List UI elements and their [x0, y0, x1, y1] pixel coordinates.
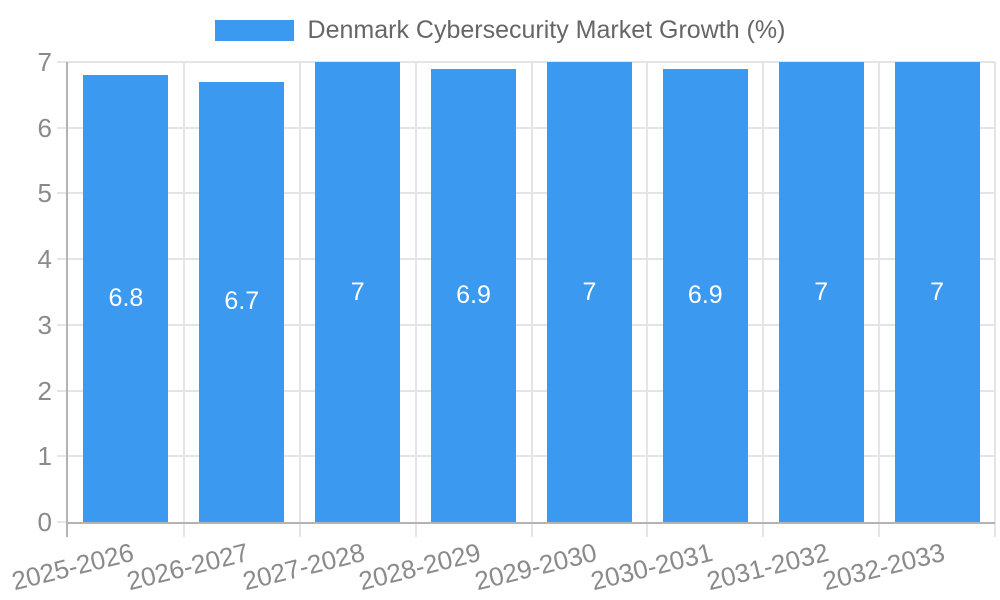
- legend[interactable]: Denmark Cybersecurity Market Growth (%): [0, 16, 1000, 44]
- bar-value-label: 7: [350, 277, 365, 306]
- x-gridline: [182, 62, 185, 522]
- x-tick-label: 2025-2026: [8, 537, 137, 597]
- bar[interactable]: 7: [315, 62, 401, 522]
- bar-value-label: 6.8: [108, 284, 144, 313]
- y-tick-label: 5: [37, 178, 52, 209]
- bar[interactable]: 7: [546, 62, 632, 522]
- x-tick-mark: [762, 522, 765, 537]
- y-tick-label: 4: [37, 244, 52, 275]
- legend-label: Denmark Cybersecurity Market Growth (%): [307, 16, 786, 44]
- x-tick-label: 2029-2030: [471, 537, 600, 597]
- bar-value-label: 7: [814, 277, 829, 306]
- x-tick-mark: [994, 522, 996, 537]
- x-tick-label: 2030-2031: [587, 537, 716, 597]
- x-gridline: [530, 62, 533, 522]
- y-tick-label: 3: [37, 309, 52, 340]
- x-gridline: [414, 62, 417, 522]
- y-tick-label: 1: [37, 441, 52, 472]
- bar-value-label: 7: [930, 277, 945, 306]
- bar[interactable]: 6.8: [83, 75, 169, 522]
- bar[interactable]: 7: [894, 62, 980, 522]
- x-axis-line: [66, 522, 995, 524]
- x-tick-mark: [182, 522, 185, 537]
- y-tick-label: 2: [37, 375, 52, 406]
- bar[interactable]: 7: [778, 62, 864, 522]
- bar[interactable]: 6.9: [662, 68, 748, 522]
- y-tick-label: 7: [37, 47, 52, 77]
- y-tick-mark: [57, 323, 68, 326]
- y-tick-mark: [57, 455, 68, 458]
- bar-value-label: 6.9: [687, 280, 723, 309]
- y-tick-mark: [57, 521, 68, 523]
- y-tick-label: 0: [37, 507, 52, 537]
- x-tick-mark: [646, 522, 649, 537]
- x-gridline: [762, 62, 765, 522]
- x-tick-label: 2031-2032: [703, 537, 832, 597]
- y-tick-mark: [57, 258, 68, 261]
- y-tick-mark: [57, 389, 68, 392]
- x-tick-mark: [414, 522, 417, 537]
- y-tick-mark: [57, 61, 68, 63]
- x-gridline: [298, 62, 301, 522]
- x-tick-label: 2032-2033: [819, 537, 948, 597]
- y-tick-mark: [57, 192, 68, 195]
- bar[interactable]: 6.7: [199, 81, 285, 522]
- x-gridline: [646, 62, 649, 522]
- x-tick-label: 2026-2027: [124, 537, 253, 597]
- x-tick-label: 2027-2028: [240, 537, 368, 597]
- bar[interactable]: 6.9: [431, 68, 517, 522]
- y-tick-label: 6: [37, 112, 52, 143]
- y-tick-mark: [57, 126, 68, 129]
- bar-value-label: 6.9: [456, 280, 491, 309]
- legend-swatch: [214, 19, 294, 41]
- x-tick-label: 2028-2029: [355, 537, 484, 597]
- x-gridline: [878, 62, 881, 522]
- bar-value-label: 7: [582, 277, 597, 306]
- x-gridline: [994, 62, 996, 522]
- y-axis-line: [66, 62, 68, 537]
- x-tick-mark: [878, 522, 881, 537]
- bar-value-label: 6.7: [224, 287, 260, 316]
- x-tick-mark: [298, 522, 301, 537]
- x-tick-mark: [530, 522, 533, 537]
